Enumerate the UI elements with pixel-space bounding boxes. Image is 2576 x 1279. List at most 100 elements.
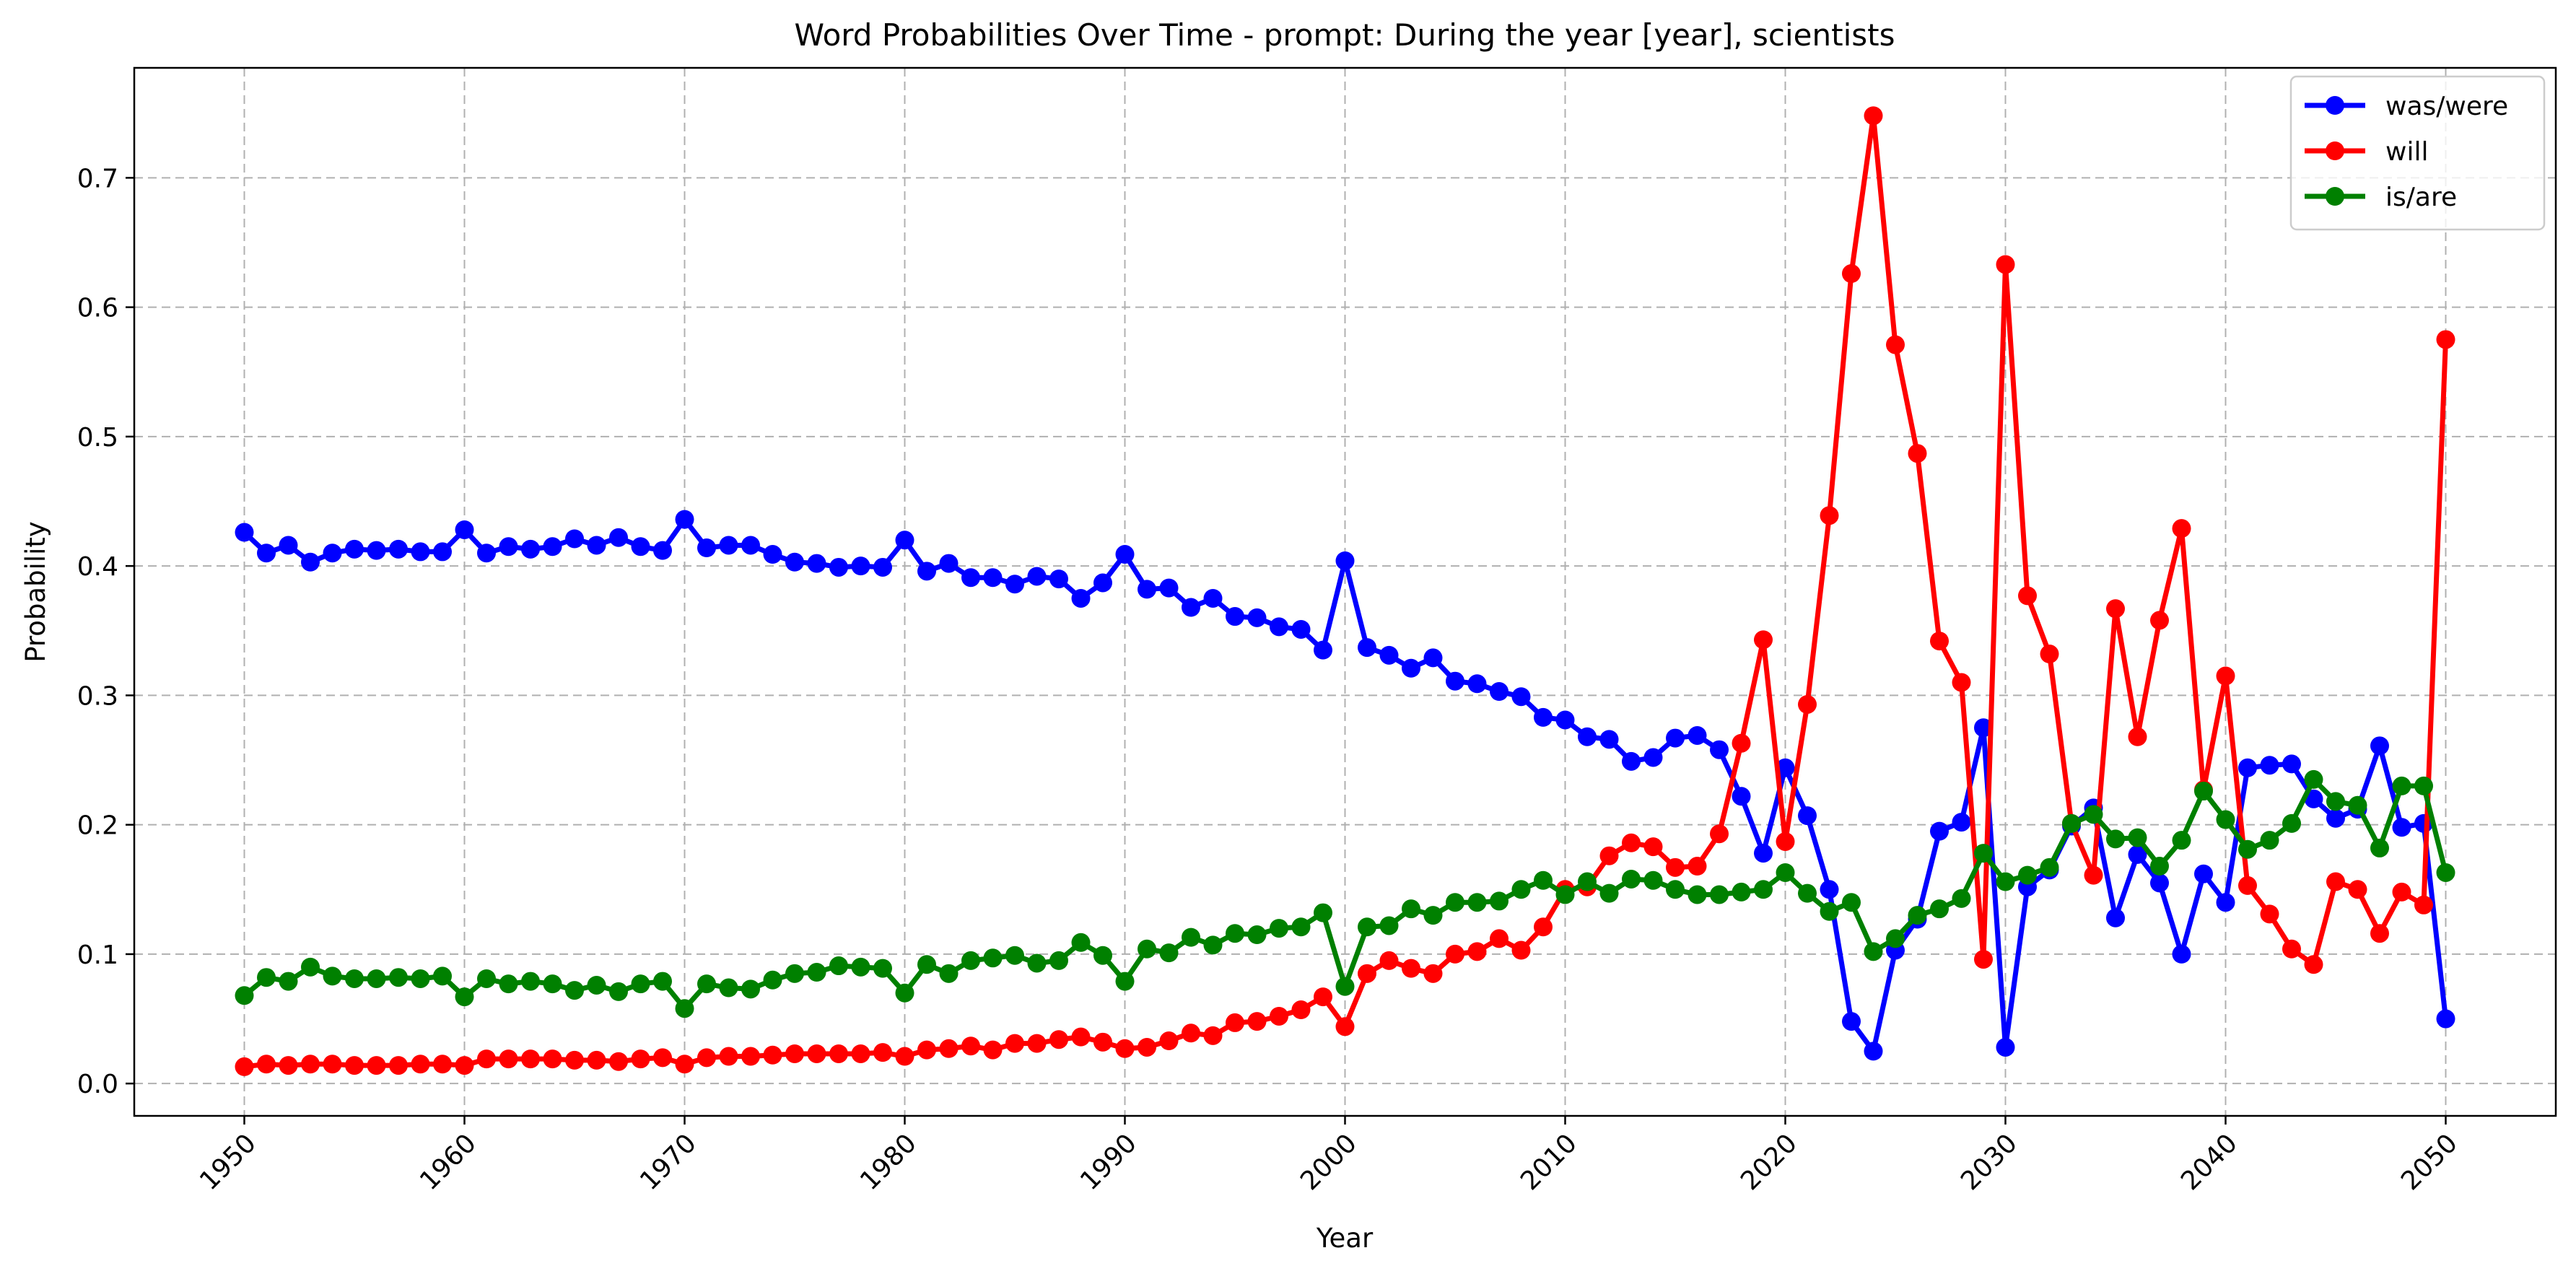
y-tick-label: 0.5 <box>77 423 118 453</box>
data-point-will <box>1446 944 1464 964</box>
data-point-is-are <box>763 970 782 990</box>
data-point-will <box>1071 1027 1091 1047</box>
data-point-was-were <box>1754 844 1773 863</box>
data-point-will <box>2436 330 2455 349</box>
series-is-are <box>235 769 2455 1018</box>
data-point-will <box>1182 1023 1200 1043</box>
data-point-was-were <box>609 528 628 547</box>
data-point-is-are <box>1247 925 1267 945</box>
y-tick-label: 0.0 <box>77 1070 118 1099</box>
data-point-was-were <box>1159 578 1179 598</box>
data-point-is-are <box>917 955 936 974</box>
data-point-will <box>301 1055 320 1074</box>
data-point-is-are <box>983 948 1003 968</box>
data-point-is-are <box>1732 882 1751 902</box>
data-point-was-were <box>1820 880 1839 899</box>
data-point-will <box>719 1047 738 1066</box>
data-point-will <box>455 1056 474 1075</box>
data-point-was-were <box>2172 944 2191 964</box>
data-point-will <box>2348 880 2367 899</box>
data-point-is-are <box>939 964 959 983</box>
data-point-will <box>323 1055 342 1074</box>
data-point-was-were <box>543 537 562 556</box>
legend-item-is-are: is/are <box>2305 183 2457 212</box>
data-point-was-were <box>1115 545 1135 564</box>
y-axis-ticks: 0.0 0.1 0.2 0.3 0.4 0.5 0.6 0.7 <box>77 164 134 1099</box>
data-point-will <box>1270 1006 1288 1026</box>
data-point-was-were <box>521 539 540 559</box>
data-point-will <box>2216 666 2235 686</box>
data-point-is-are <box>543 974 562 994</box>
data-point-was-were <box>1996 1037 2015 1057</box>
data-point-is-are <box>279 972 298 991</box>
data-point-was-were <box>367 541 386 560</box>
data-point-will <box>345 1056 364 1075</box>
data-point-will <box>1291 1000 1311 1020</box>
data-point-will <box>257 1055 276 1074</box>
data-point-was-were <box>1027 567 1047 586</box>
data-point-was-were <box>499 537 518 556</box>
data-point-is-are <box>1688 885 1707 904</box>
data-point-was-were <box>1952 813 1971 832</box>
data-point-will <box>829 1044 848 1063</box>
data-point-is-are <box>1974 844 1993 863</box>
data-point-will <box>1622 833 1641 852</box>
data-point-is-are <box>1820 902 1839 921</box>
data-point-will <box>1930 632 1949 651</box>
data-point-is-are <box>1842 893 1861 912</box>
data-point-will <box>653 1048 672 1068</box>
data-point-will <box>1732 733 1751 753</box>
data-point-is-are <box>2370 838 2389 857</box>
data-point-will <box>1423 964 1443 983</box>
data-point-was-were <box>2282 754 2301 774</box>
data-point-will <box>2172 519 2191 538</box>
legend-label: is/are <box>2385 183 2457 212</box>
data-point-is-are <box>785 964 804 983</box>
data-point-was-were <box>1270 617 1288 637</box>
data-point-was-were <box>235 523 254 542</box>
data-point-was-were <box>741 536 760 555</box>
data-point-will <box>2282 939 2301 959</box>
data-point-is-are <box>2172 831 2191 850</box>
data-point-will <box>1093 1032 1112 1052</box>
data-point-is-are <box>1093 946 1112 965</box>
data-point-is-are <box>1666 880 1685 899</box>
data-point-was-were <box>389 539 408 559</box>
data-point-will <box>763 1045 782 1065</box>
data-point-is-are <box>675 999 694 1018</box>
data-point-will <box>2370 924 2389 943</box>
data-point-is-are <box>1798 883 1817 903</box>
data-point-is-are <box>565 981 584 1000</box>
data-point-will <box>1049 1030 1068 1049</box>
data-point-will <box>411 1055 430 1074</box>
data-point-will <box>807 1044 826 1063</box>
data-point-is-are <box>1159 943 1179 963</box>
data-point-was-were <box>1930 821 1949 841</box>
data-point-is-are <box>609 982 628 1001</box>
data-point-was-were <box>301 552 320 572</box>
data-point-was-were <box>939 554 959 573</box>
data-point-is-are <box>2436 863 2455 882</box>
data-point-will <box>2392 882 2411 902</box>
data-point-will <box>1710 824 1729 844</box>
data-point-is-are <box>1005 946 1024 965</box>
data-point-was-were <box>345 539 364 559</box>
data-point-is-are <box>1115 972 1135 991</box>
data-point-will <box>1974 950 1993 969</box>
data-point-will <box>1511 940 1531 960</box>
data-point-is-are <box>1996 872 2015 891</box>
data-point-is-are <box>2260 831 2279 850</box>
legend-marker <box>2326 187 2344 206</box>
data-point-was-were <box>1423 648 1443 668</box>
data-point-was-were <box>1732 787 1751 806</box>
data-point-is-are <box>499 974 518 994</box>
data-point-was-were <box>477 544 496 563</box>
data-point-is-are <box>1049 951 1068 970</box>
legend-marker <box>2326 96 2344 115</box>
x-axis-ticks: 1950 1960 1970 1980 1990 2000 2010 2020 2030 2040… <box>194 1116 2463 1196</box>
data-point-will <box>917 1040 936 1060</box>
data-point-will <box>1358 964 1376 983</box>
grid-lines <box>134 68 2556 1116</box>
y-axis-label: Probability <box>20 521 51 663</box>
data-point-will <box>961 1036 980 1056</box>
